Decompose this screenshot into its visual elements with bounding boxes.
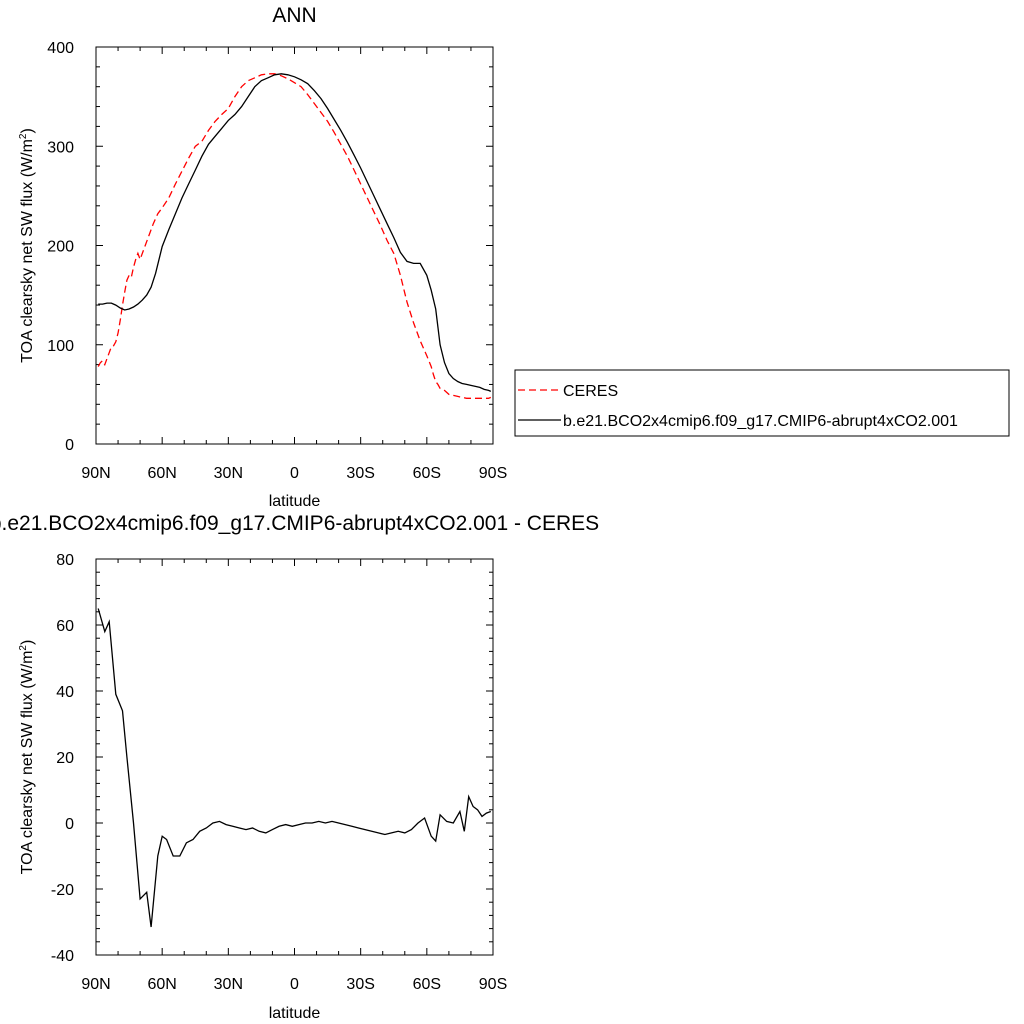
y-tick-label: 80 bbox=[56, 552, 74, 569]
legend-label: b.e21.BCO2x4cmip6.f09_g17.CMIP6-abrupt4x… bbox=[563, 413, 958, 430]
x-tick-label: 30S bbox=[346, 976, 374, 993]
y-tick-label: 20 bbox=[56, 750, 74, 767]
plot-frame bbox=[95, 46, 494, 445]
y-tick-label: 400 bbox=[47, 40, 74, 57]
series-line-2 bbox=[98, 73, 492, 392]
x-tick-label: 0 bbox=[290, 976, 299, 993]
y-axis-label: TOA clearsky net SW flux (W/m2) bbox=[18, 128, 36, 363]
x-tick-label: 90S bbox=[479, 976, 507, 993]
x-tick-label: 30N bbox=[214, 976, 243, 993]
chart-1: ANN 90N 60N 30N 0 30S 60S 90S 0 100 200 300 400 latit… bbox=[18, 4, 507, 510]
x-tick-label: 30N bbox=[214, 465, 243, 482]
x-tick-label: 60S bbox=[413, 465, 441, 482]
legend-label: CERES bbox=[563, 383, 618, 400]
x-tick-label: 60S bbox=[413, 976, 441, 993]
y-axis-label: TOA clearsky net SW flux (W/m2) bbox=[18, 640, 36, 875]
x-tick-label: 0 bbox=[290, 465, 299, 482]
y-tick-label: -20 bbox=[51, 882, 74, 899]
y-tick-label: 60 bbox=[56, 618, 74, 635]
y-tick-label: 100 bbox=[47, 338, 74, 355]
series-line-1 bbox=[97, 608, 492, 928]
x-tick-label: 60N bbox=[147, 465, 176, 482]
y-tick-label: -40 bbox=[51, 948, 74, 965]
chart-title: b.e21.BCO2x4cmip6.f09_g17.CMIP6-abrupt4x… bbox=[0, 512, 599, 535]
y-tick-label: 0 bbox=[65, 437, 74, 454]
x-tick-label: 90N bbox=[81, 976, 110, 993]
y-tick-label: 200 bbox=[47, 239, 74, 256]
legend: CERES b.e21.BCO2x4cmip6.f09_g17.CMIP6-abr… bbox=[514, 369, 1010, 437]
x-tick-label: 30S bbox=[346, 465, 374, 482]
plot-frame bbox=[95, 558, 494, 956]
chart-2: b.e21.BCO2x4cmip6.f09_g17.CMIP6-abrupt4x… bbox=[0, 512, 599, 1022]
x-axis-label: latitude bbox=[269, 1005, 321, 1022]
x-tick-label: 90S bbox=[479, 465, 507, 482]
series-line-1 bbox=[97, 73, 492, 399]
legend-box bbox=[514, 369, 1010, 437]
x-tick-label: 90N bbox=[81, 465, 110, 482]
x-tick-label: 60N bbox=[147, 976, 176, 993]
y-tick-label: 40 bbox=[56, 684, 74, 701]
y-tick-label: 0 bbox=[65, 816, 74, 833]
x-axis-label: latitude bbox=[269, 493, 321, 510]
chart-title: ANN bbox=[272, 4, 316, 27]
y-tick-label: 300 bbox=[47, 139, 74, 156]
